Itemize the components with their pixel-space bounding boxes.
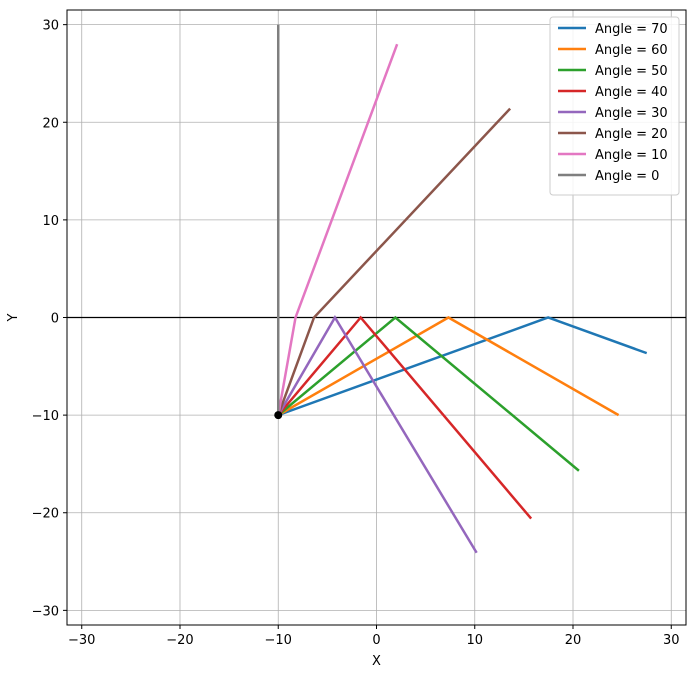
x-tick-label: −10	[265, 633, 292, 648]
y-axis-label: Y	[6, 313, 21, 322]
legend-label: Angle = 0	[595, 169, 659, 184]
y-tick-label: 10	[42, 214, 59, 229]
origin-point	[274, 411, 283, 420]
x-tick-label: 30	[663, 633, 680, 648]
series-line	[277, 107, 512, 416]
x-tick-label: −20	[166, 633, 193, 648]
y-tick-label: 30	[42, 19, 59, 34]
series-line	[277, 316, 620, 417]
x-tick-label: 0	[372, 633, 380, 648]
legend-label: Angle = 40	[595, 85, 668, 100]
y-tick-label: 0	[51, 312, 59, 327]
legend-label: Angle = 70	[595, 22, 668, 37]
x-tick-label: 10	[466, 633, 483, 648]
series-line	[277, 43, 399, 416]
y-tick-label: −30	[32, 604, 59, 619]
legend-label: Angle = 50	[595, 64, 668, 79]
series-line	[277, 315, 580, 472]
x-tick-label: 20	[565, 633, 582, 648]
series-lines	[276, 24, 648, 554]
y-tick-label: −10	[32, 409, 59, 424]
legend-label: Angle = 10	[595, 148, 668, 163]
y-tick-label: −20	[32, 507, 59, 522]
series-line	[277, 316, 648, 417]
x-axis-label: X	[372, 654, 381, 669]
legend: Angle = 70 Angle = 60 Angle = 50 Angle = 40…	[549, 16, 680, 196]
ticks: −30 −20 −10 0 10 20 30 −30 −20 −10 0 10 20 30	[32, 19, 680, 648]
x-tick-label: −30	[68, 633, 95, 648]
y-tick-label: 20	[42, 116, 59, 131]
legend-box	[549, 16, 680, 196]
series-line	[277, 315, 533, 520]
legend-label: Angle = 30	[595, 106, 668, 121]
points	[274, 411, 283, 420]
series-line	[277, 315, 478, 554]
legend-label: Angle = 20	[595, 127, 668, 142]
legend-label: Angle = 60	[595, 43, 668, 58]
